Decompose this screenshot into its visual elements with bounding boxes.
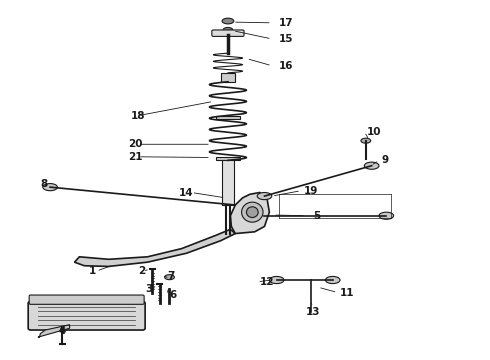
Text: 2: 2 [138, 266, 145, 276]
Polygon shape [38, 325, 70, 337]
Text: 15: 15 [279, 34, 294, 44]
Text: 19: 19 [303, 186, 318, 196]
Text: 7: 7 [167, 271, 174, 282]
Text: 8: 8 [40, 179, 48, 189]
FancyBboxPatch shape [212, 30, 244, 36]
Text: 1: 1 [89, 266, 97, 276]
Bar [222, 160, 234, 205]
Text: 10: 10 [367, 127, 381, 137]
Text: 5: 5 [313, 211, 320, 221]
Text: 9: 9 [381, 156, 389, 165]
Ellipse shape [361, 138, 371, 143]
Ellipse shape [270, 276, 284, 284]
Polygon shape [230, 193, 270, 234]
Ellipse shape [365, 162, 379, 169]
Text: 6: 6 [170, 290, 177, 300]
Ellipse shape [242, 202, 263, 222]
Polygon shape [74, 229, 235, 266]
Ellipse shape [43, 184, 57, 191]
Ellipse shape [223, 27, 233, 32]
FancyBboxPatch shape [29, 295, 144, 304]
Ellipse shape [325, 276, 340, 284]
Text: 21: 21 [128, 152, 143, 162]
Ellipse shape [165, 275, 174, 280]
Text: 14: 14 [179, 188, 194, 198]
Bar [216, 116, 240, 118]
Text: 4: 4 [59, 326, 66, 336]
Text: 18: 18 [131, 111, 145, 121]
Bar [216, 157, 240, 160]
Ellipse shape [246, 207, 258, 217]
Ellipse shape [257, 193, 272, 200]
Text: 11: 11 [340, 288, 354, 297]
Text: 3: 3 [145, 284, 152, 294]
FancyBboxPatch shape [28, 301, 145, 330]
Bar [220, 73, 235, 82]
Text: 17: 17 [279, 18, 294, 28]
Text: 12: 12 [260, 277, 274, 287]
Text: 13: 13 [306, 307, 320, 317]
Text: 20: 20 [128, 139, 143, 149]
Ellipse shape [379, 212, 393, 219]
Text: 16: 16 [279, 61, 294, 71]
Ellipse shape [222, 18, 234, 24]
